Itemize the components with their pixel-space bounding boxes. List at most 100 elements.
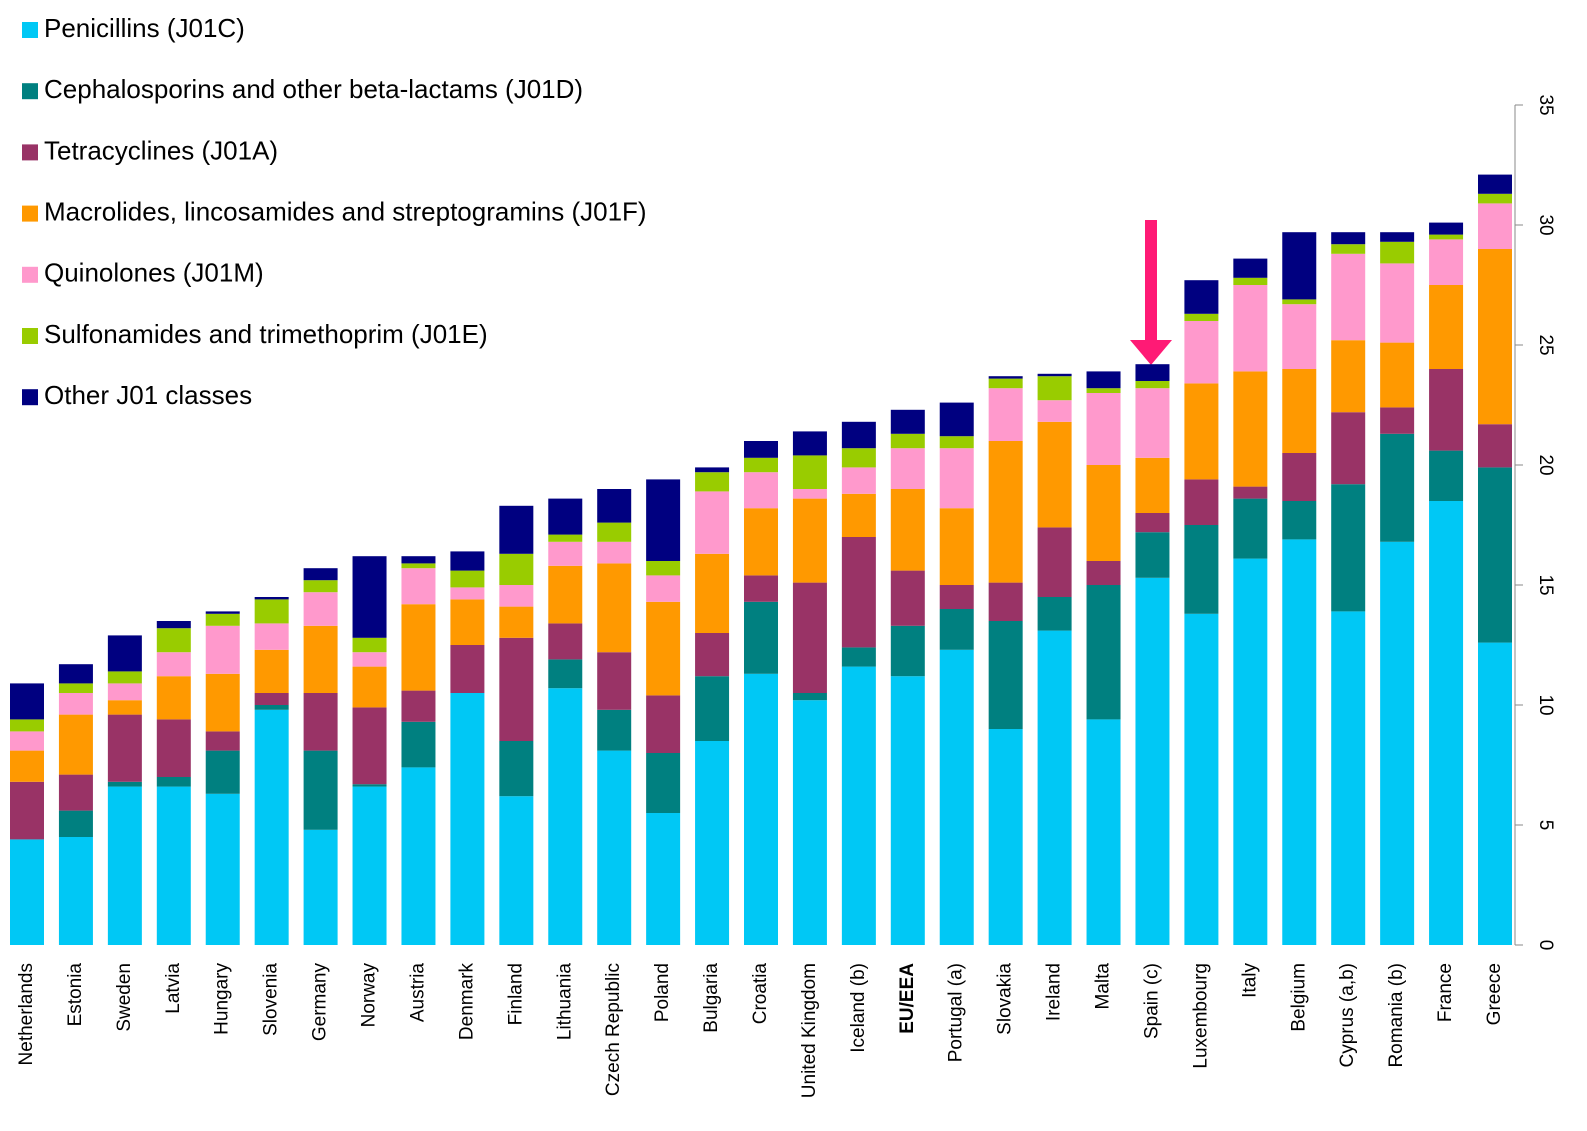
bar-segment	[597, 563, 632, 653]
highlight-arrow	[1130, 220, 1172, 365]
bar-segment	[744, 673, 778, 945]
bar-segment	[254, 623, 289, 650]
x-tick-label: Austria	[407, 963, 428, 1023]
bar-segment	[401, 563, 436, 569]
legend-label: Penicillins (J01C)	[44, 13, 245, 43]
bar-segment	[1282, 369, 1317, 453]
bar-segment	[1478, 467, 1512, 643]
bar-segment	[1233, 258, 1268, 278]
y-tick-label: 35	[1535, 94, 1556, 115]
bar-segment	[744, 601, 778, 674]
bar-segment	[1086, 388, 1121, 393]
bar-segment	[1380, 232, 1415, 242]
bar-segment	[1184, 313, 1219, 321]
y-tick-label: 10	[1535, 694, 1556, 715]
bar-segment	[939, 508, 974, 585]
bar-segment	[939, 585, 974, 609]
bar-segment	[10, 750, 44, 782]
x-tick-label: Czech Republic	[603, 963, 624, 1096]
x-tick-label: Slovenia	[261, 963, 282, 1036]
y-tick-label: 15	[1535, 574, 1556, 595]
bar-segment	[303, 829, 338, 945]
bar-segment	[695, 553, 730, 633]
bar-segment	[695, 741, 730, 945]
bar-segment	[1282, 539, 1317, 945]
bar-segment	[401, 604, 436, 691]
legend-swatch	[22, 389, 38, 406]
bar-segment	[499, 585, 534, 607]
bar-segment	[744, 441, 778, 458]
bar-segment	[1331, 244, 1366, 254]
bar-segment	[792, 693, 827, 701]
y-tick-label: 0	[1535, 940, 1556, 951]
bar-segment	[156, 621, 191, 629]
bar-segment	[1184, 613, 1219, 945]
bar-segment	[841, 421, 876, 449]
bar-segment	[1184, 383, 1219, 480]
bar-segment	[744, 472, 778, 509]
bar-segment	[352, 786, 387, 945]
bar-segment	[841, 467, 876, 494]
x-tick-label: Bulgaria	[701, 963, 722, 1033]
x-tick-label: Spain (c)	[1141, 963, 1162, 1039]
bar-segment	[744, 508, 778, 576]
bar-segment	[841, 537, 876, 648]
bar-segment	[695, 472, 730, 492]
bar-segment	[401, 767, 436, 945]
bar-segment	[1184, 479, 1219, 525]
bar-segment	[1380, 342, 1415, 408]
legend-label: Tetracyclines (J01A)	[44, 135, 278, 165]
bar-segment	[841, 448, 876, 468]
x-tick-label: Greece	[1484, 963, 1505, 1025]
x-tick-label: Cyprus (a,b)	[1337, 963, 1358, 1068]
bar-segment	[988, 582, 1023, 621]
bar-segment	[890, 448, 925, 489]
bar-segment	[988, 388, 1023, 441]
bar-segment	[548, 534, 583, 542]
bar-segment	[499, 637, 534, 741]
bar-segment	[107, 671, 142, 684]
x-tick-label: Lithuania	[554, 963, 575, 1041]
bar-segment	[1282, 232, 1317, 300]
bar-segment	[548, 659, 583, 689]
bar-segment	[1331, 611, 1366, 945]
bar-segment	[205, 731, 240, 751]
bar-segment	[254, 705, 289, 710]
bar-segment	[450, 599, 485, 645]
bar-segment	[352, 784, 387, 787]
bar-segment	[1233, 371, 1268, 487]
bar-segment	[1233, 486, 1268, 499]
bar-segment	[352, 666, 387, 708]
x-tick-label: Romania (b)	[1386, 963, 1407, 1068]
bar-segment	[58, 664, 93, 684]
bar-segment	[792, 700, 827, 945]
bar-segment	[646, 575, 681, 602]
x-tick-label: France	[1435, 963, 1456, 1022]
bar-segment	[939, 402, 974, 437]
x-tick-label: Iceland (b)	[848, 963, 869, 1053]
bar-segment	[1331, 340, 1366, 413]
bar-segment	[841, 647, 876, 667]
x-tick-label: Croatia	[750, 963, 771, 1025]
bar-segment	[1135, 577, 1170, 945]
bar-segment	[1135, 381, 1170, 389]
bar-segment	[1233, 558, 1268, 945]
bar-segment	[1233, 285, 1268, 372]
bar-segment	[548, 623, 583, 660]
bar-segment	[352, 556, 387, 638]
bar-segment	[1331, 232, 1366, 245]
bar-segment	[499, 606, 534, 638]
legend-swatch	[22, 266, 38, 283]
bar-segment	[1331, 412, 1366, 485]
bar-segment	[401, 690, 436, 722]
bar-segment	[792, 455, 827, 489]
bar-segment	[988, 729, 1023, 945]
bar-segment	[597, 652, 632, 710]
bar-segment	[646, 601, 681, 696]
bar-segment	[1331, 253, 1366, 341]
bar-segment	[1429, 239, 1464, 285]
bar-segment	[205, 611, 240, 614]
bar-segment	[744, 575, 778, 602]
bar-segment	[646, 479, 681, 561]
bar-segment	[352, 652, 387, 667]
